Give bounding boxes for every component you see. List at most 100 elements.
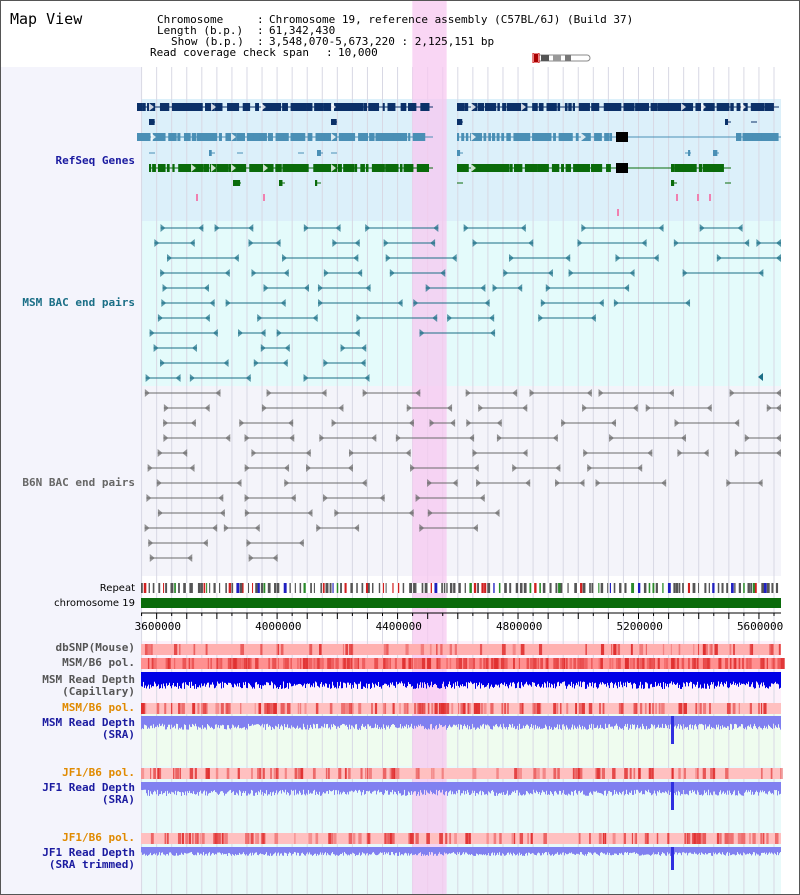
track-label-msm-depth-capillary[interactable]: MSM Read Depth [42,673,135,686]
depth-bar [414,716,415,726]
depth-bar [523,847,524,856]
bac-end-right [203,284,209,292]
repeat-element [477,583,479,593]
depth-bar [208,782,209,794]
heat-cell [284,768,287,779]
depth-bar [518,716,519,730]
depth-bar [241,847,242,855]
depth-bar [478,782,479,795]
heat-cell [705,644,708,655]
depth-bar [309,672,310,684]
track-label-msm-b6-pol[interactable]: MSM/B6 pol. [62,656,135,669]
chromosome-ideogram-icon[interactable] [531,53,591,63]
depth-bar [257,672,258,685]
heat-cell [262,768,265,779]
track-label-msm-b6-pol-2[interactable]: MSM/B6 pol. [62,701,135,714]
depth-bar [633,672,634,684]
depth-bar [580,716,581,727]
depth-bar [475,672,476,689]
track-label-jf1-depth-sra[interactable]: JF1 Read Depth [42,781,135,794]
gene-arrow [151,133,156,141]
track-label-repeat[interactable]: Repeat [99,583,135,594]
gene-arrow [471,133,476,141]
track-label-b6n-bac[interactable]: B6N BAC end pairs [22,476,135,489]
depth-bar [357,847,358,856]
depth-bar [164,782,165,793]
gene-exon [413,103,417,111]
heat-cell [770,768,773,779]
repeat-element [378,583,381,593]
depth-bar [733,782,734,792]
depth-bar [700,847,701,855]
track-label-jf1-depth-trimmed[interactable]: JF1 Read Depth [42,846,135,859]
depth-bar [564,782,565,795]
bac-end-left [145,374,151,382]
depth-bar [687,716,688,727]
depth-bar [389,847,390,856]
depth-bar [539,847,540,854]
depth-bar [494,847,495,853]
heat-cell [207,658,209,669]
depth-bar [507,716,508,730]
depth-bar [555,782,556,791]
heat-cell [600,658,603,669]
bac-end-left [538,314,544,322]
depth-bar [662,847,663,853]
depth-bar [396,716,397,728]
depth-bar [676,782,677,792]
depth-bar [734,716,735,724]
track-label-refseq-genes[interactable]: RefSeq Genes [55,154,135,167]
heat-cell [338,768,342,779]
depth-bar [735,716,736,724]
depth-bar [584,847,585,856]
track-label-jf1-b6-pol[interactable]: JF1/B6 pol. [62,766,135,779]
depth-bar [522,847,523,856]
depth-bar [548,847,549,853]
depth-bar [724,716,725,727]
depth-bar [650,782,651,793]
gene-exon [363,103,367,111]
depth-bar [608,782,609,792]
depth-bar [780,716,781,730]
depth-bar [444,672,445,687]
depth-bar [185,672,186,683]
heat-cell [491,658,494,669]
heat-cell [256,833,259,844]
heat-cell [384,833,386,844]
depth-bar [502,716,503,730]
depth-bar [698,716,699,725]
depth-bar [381,847,382,853]
repeat-element [662,583,664,593]
depth-bar [761,716,762,729]
repeat-element [430,583,432,593]
depth-bar [667,716,668,729]
gene-exon [598,164,603,172]
track-label-dbsnp[interactable]: dbSNP(Mouse) [55,641,135,654]
gene-exon [588,133,591,141]
bac-end-right [260,329,266,337]
depth-bar [390,716,391,727]
gene-exon [545,133,552,141]
depth-bar [675,782,676,795]
depth-bar [675,716,676,726]
track-label-msm-bac[interactable]: MSM BAC end pairs [22,296,135,309]
depth-bar [646,847,647,855]
depth-bar [222,782,223,792]
track-label-jf1-b6-pol-2[interactable]: JF1/B6 pol. [62,831,135,844]
depth-bar [760,716,761,728]
depth-bar [629,672,630,683]
depth-bar [258,716,259,725]
depth-bar [425,847,426,856]
depth-bar [410,847,411,855]
depth-bar [270,782,271,793]
heat-cell [446,658,448,669]
track-label-msm-depth-sra[interactable]: MSM Read Depth [42,716,135,729]
chromosome-value: Chromosome 19, reference assembly (C57BL… [269,13,634,26]
depth-bar [558,672,559,682]
depth-bar [584,782,585,795]
bac-end-left [582,404,588,412]
gene-exon [218,133,222,141]
depth-bar [504,782,505,795]
depth-bar [718,672,719,682]
